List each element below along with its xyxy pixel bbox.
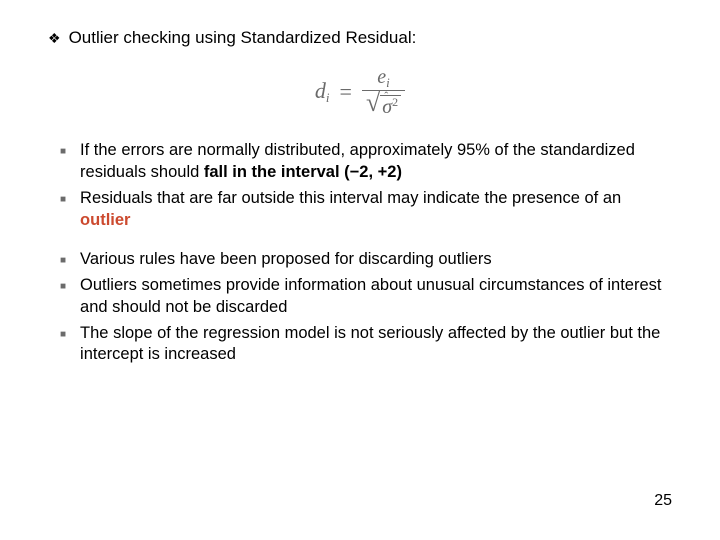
list-item: ■ Outliers sometimes provide information… xyxy=(60,275,672,319)
formula-lhs: di xyxy=(315,78,330,106)
list-item: ■ If the errors are normally distributed… xyxy=(60,140,672,184)
formula-fraction: ei √ ˆ σ 2 xyxy=(362,66,405,118)
list-item: ■ Various rules have been proposed for d… xyxy=(60,249,672,271)
bullet-group-1: ■ If the errors are normally distributed… xyxy=(60,140,672,231)
diamond-bullet-icon: ❖ xyxy=(48,30,61,47)
list-item: ■ The slope of the regression model is n… xyxy=(60,323,672,367)
page-number: 25 xyxy=(654,492,672,510)
formula-denominator: √ ˆ σ 2 xyxy=(362,90,405,118)
square-bullet-icon: ■ xyxy=(60,280,66,293)
formula-lhs-sub: i xyxy=(326,90,330,105)
square-bullet-icon: ■ xyxy=(60,193,66,206)
formula-power: 2 xyxy=(392,95,398,109)
list-item: ■ Residuals that are far outside this in… xyxy=(60,188,672,232)
formula-under-sqrt: ˆ σ 2 xyxy=(380,95,401,118)
square-bullet-icon: ■ xyxy=(60,145,66,158)
square-bullet-icon: ■ xyxy=(60,328,66,341)
square-bullet-icon: ■ xyxy=(60,254,66,267)
heading-text: Outlier checking using Standardized Resi… xyxy=(69,28,417,48)
formula-sigma: ˆ σ xyxy=(382,97,392,118)
text-outlier: outlier xyxy=(80,211,130,229)
formula-num-var: e xyxy=(377,66,386,88)
text-pre: Residuals that are far outside this inte… xyxy=(80,189,621,207)
list-item-text: Various rules have been proposed for dis… xyxy=(80,249,672,271)
heading-row: ❖ Outlier checking using Standardized Re… xyxy=(48,28,672,48)
formula-hat: ˆ xyxy=(384,90,388,103)
list-item-text: The slope of the regression model is not… xyxy=(80,323,672,367)
text-bold: fall in the interval (−2, +2) xyxy=(204,163,402,181)
list-item-text: If the errors are normally distributed, … xyxy=(80,140,672,184)
sqrt-icon: √ xyxy=(366,92,380,114)
formula-numerator: ei xyxy=(362,66,405,90)
formula: di = ei √ ˆ σ 2 xyxy=(315,66,405,118)
list-item-text: Residuals that are far outside this inte… xyxy=(80,188,672,232)
formula-num-sub: i xyxy=(386,75,390,90)
list-item-text: Outliers sometimes provide information a… xyxy=(80,275,672,319)
bullet-group-2: ■ Various rules have been proposed for d… xyxy=(60,249,672,366)
formula-area: di = ei √ ˆ σ 2 xyxy=(48,66,672,118)
slide: ❖ Outlier checking using Standardized Re… xyxy=(0,0,720,540)
formula-eq: = xyxy=(340,79,352,105)
formula-lhs-var: d xyxy=(315,78,326,103)
